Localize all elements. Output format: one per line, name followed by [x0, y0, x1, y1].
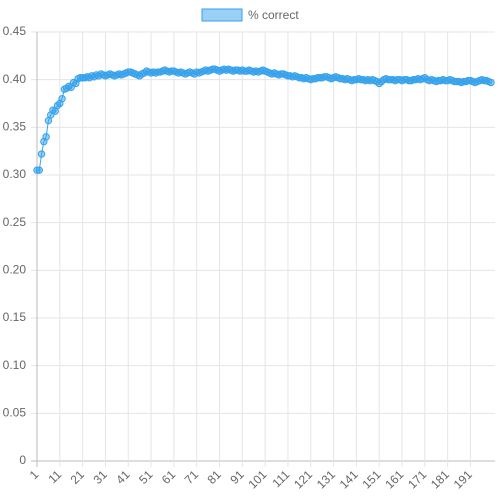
point — [487, 78, 495, 87]
x-tick-label: 141 — [337, 467, 361, 491]
y-tick-label: 0.15 — [3, 310, 27, 324]
y-tick-label: 0 — [19, 453, 26, 467]
y-tick-label: 0.20 — [3, 263, 27, 277]
x-tick-label: 1 — [27, 467, 42, 482]
x-tick-label: 101 — [245, 467, 269, 491]
point — [58, 95, 66, 103]
point — [37, 150, 46, 158]
x-tick-label: 91 — [227, 467, 247, 487]
legend-label: % correct — [248, 8, 299, 22]
x-tick-label: 71 — [182, 467, 202, 487]
x-tick-label: 121 — [291, 467, 315, 491]
x-tick-label: 61 — [159, 467, 179, 487]
x-tick-label: 191 — [451, 467, 475, 491]
x-tick-label: 181 — [428, 467, 452, 491]
y-tick-label: 0.25 — [3, 215, 27, 229]
x-tick-label: 171 — [405, 467, 429, 491]
x-tick-label: 51 — [136, 467, 156, 487]
x-tick-label: 31 — [90, 467, 110, 487]
y-tick-label: 0.30 — [3, 167, 27, 181]
x-tick-label: 111 — [270, 467, 293, 490]
y-tick-label: 0.45 — [3, 24, 27, 38]
point — [42, 133, 50, 141]
x-tick-label: 151 — [360, 467, 384, 491]
x-tick-label: 11 — [45, 467, 64, 486]
y-tick-label: 0.10 — [3, 358, 27, 372]
x-tick-label: 81 — [205, 467, 225, 487]
point — [35, 166, 43, 174]
x-tick-label: 161 — [382, 467, 406, 491]
x-tick-label: 21 — [68, 467, 88, 487]
legend-swatch — [201, 8, 243, 22]
y-tick-label: 0.35 — [3, 120, 27, 134]
y-tick-label: 0.40 — [3, 72, 27, 86]
x-tick-label: 41 — [113, 467, 133, 487]
y-tick-label: 0.05 — [3, 406, 27, 420]
x-tick-label: 131 — [314, 467, 338, 491]
